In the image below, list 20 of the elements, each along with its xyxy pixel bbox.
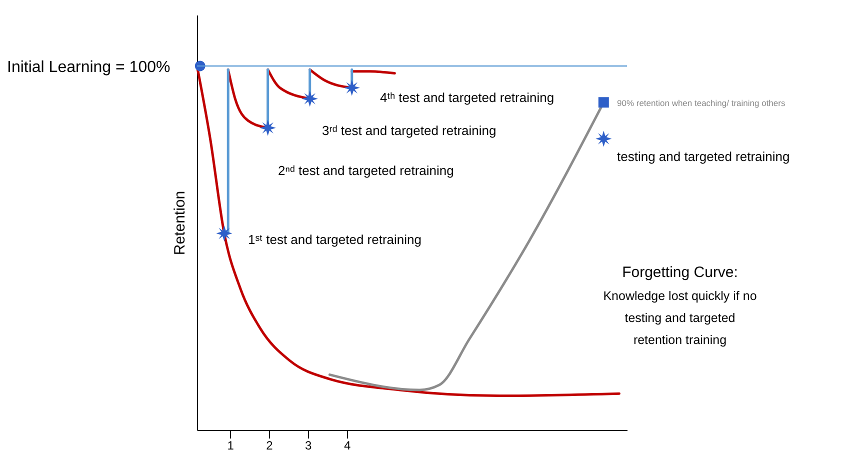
point — [596, 130, 612, 147]
x-tick-label: 2 — [266, 438, 274, 452]
point — [344, 80, 360, 96]
point — [216, 225, 232, 242]
text: Initial Learning = 100% — [7, 59, 170, 76]
annotation: 4ᵗʰ test and targeted retraining — [380, 90, 554, 105]
y-axis-title: Retention — [172, 190, 188, 256]
point — [260, 120, 276, 136]
x-tick-label: 3 — [305, 438, 312, 452]
annotation: Knowledge lost quickly if no testing and targeted retention training — [603, 289, 757, 347]
x-tick-label: 4 — [344, 438, 351, 452]
annotation: 3ʳᵈ test and targeted retraining — [322, 123, 496, 138]
annotation: 2ⁿᵈ test and targeted retraining — [278, 163, 454, 178]
annotation: testing and targeted retraining — [617, 149, 790, 164]
annotation: 1ˢᵗ test and targeted retraining — [248, 232, 422, 247]
x-tick-label: 1 — [227, 438, 234, 452]
point — [302, 90, 318, 107]
annotation: 90% retention when teaching/ training others — [617, 98, 786, 108]
point — [598, 97, 609, 108]
annotation: Forgetting Curve: — [622, 264, 738, 281]
